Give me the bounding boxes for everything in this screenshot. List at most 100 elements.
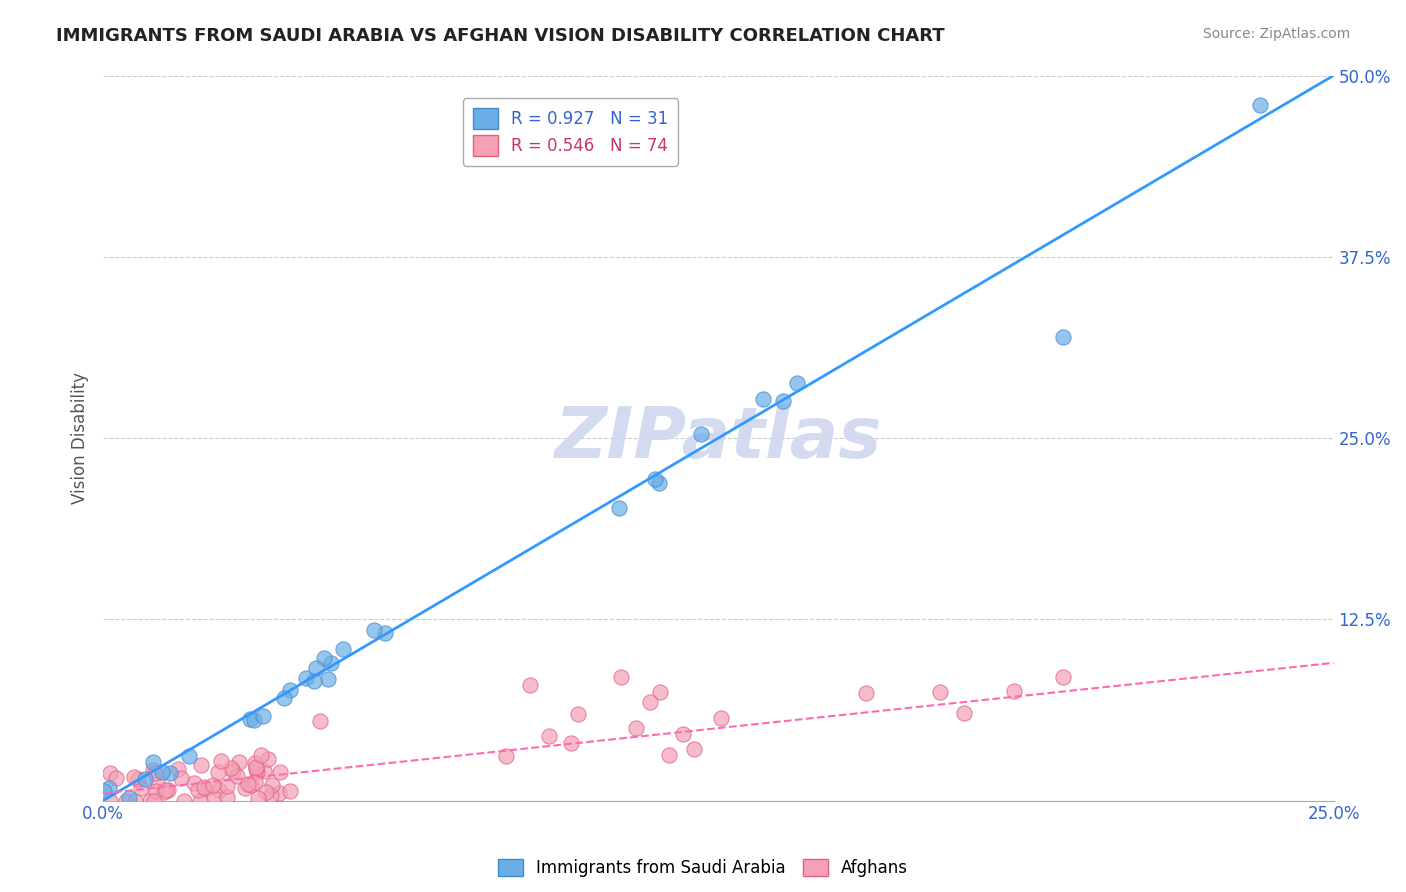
Point	[194, 782, 217, 797]
Point	[155, 783, 177, 797]
Point	[142, 794, 165, 808]
Text: Source: ZipAtlas.com: Source: ZipAtlas.com	[1202, 27, 1350, 41]
Point	[752, 392, 775, 406]
Point	[269, 765, 291, 780]
Point	[658, 747, 681, 762]
Point	[1052, 329, 1074, 343]
Point	[363, 623, 385, 637]
Point	[786, 376, 808, 390]
Point	[98, 781, 121, 796]
Point	[682, 742, 704, 756]
Point	[236, 777, 259, 791]
Point	[928, 685, 950, 699]
Point	[1002, 683, 1025, 698]
Point	[953, 706, 976, 720]
Text: ZIPatlas: ZIPatlas	[554, 403, 882, 473]
Point	[302, 674, 325, 689]
Point	[156, 782, 179, 797]
Point	[332, 641, 354, 656]
Point	[124, 794, 146, 808]
Point	[127, 772, 149, 786]
Point	[129, 781, 152, 796]
Point	[219, 761, 242, 775]
Point	[316, 673, 339, 687]
Point	[374, 626, 396, 640]
Point	[560, 736, 582, 750]
Point	[245, 762, 267, 776]
Point	[648, 685, 671, 699]
Point	[278, 783, 301, 797]
Point	[1249, 97, 1271, 112]
Point	[98, 794, 121, 808]
Point	[278, 682, 301, 697]
Point	[143, 765, 166, 780]
Point	[314, 651, 336, 665]
Point	[644, 472, 666, 486]
Point	[215, 779, 238, 793]
Point	[246, 765, 269, 780]
Point	[142, 763, 165, 777]
Point	[115, 794, 138, 808]
Point	[245, 760, 267, 774]
Point	[217, 789, 239, 804]
Point	[243, 713, 266, 727]
Point	[240, 778, 263, 792]
Legend: Immigrants from Saudi Arabia, Afghans: Immigrants from Saudi Arabia, Afghans	[491, 852, 915, 884]
Point	[153, 785, 176, 799]
Point	[624, 722, 647, 736]
Point	[294, 671, 316, 685]
Point	[145, 784, 167, 798]
Point	[519, 677, 541, 691]
Point	[105, 771, 128, 785]
Point	[257, 752, 280, 766]
Y-axis label: Vision Disability: Vision Disability	[72, 372, 89, 504]
Point	[233, 781, 256, 796]
Point	[188, 794, 211, 808]
Point	[253, 764, 276, 778]
Point	[252, 709, 274, 723]
Point	[710, 711, 733, 725]
Point	[772, 394, 794, 409]
Point	[319, 657, 342, 671]
Point	[259, 789, 281, 803]
Point	[118, 791, 141, 805]
Text: IMMIGRANTS FROM SAUDI ARABIA VS AFGHAN VISION DISABILITY CORRELATION CHART: IMMIGRANTS FROM SAUDI ARABIA VS AFGHAN V…	[56, 27, 945, 45]
Point	[672, 727, 695, 741]
Point	[648, 475, 671, 490]
Point	[309, 714, 332, 728]
Point	[495, 748, 517, 763]
Point	[122, 770, 145, 784]
Point	[179, 748, 201, 763]
Point	[243, 756, 266, 770]
Point	[250, 747, 273, 762]
Point	[225, 769, 247, 783]
Point	[98, 766, 121, 780]
Point	[159, 766, 181, 780]
Point	[202, 791, 225, 805]
Point	[607, 501, 630, 516]
Point	[150, 764, 173, 779]
Point	[305, 660, 328, 674]
Point	[193, 780, 215, 795]
Point	[690, 426, 713, 441]
Point	[537, 729, 560, 743]
Point	[142, 755, 165, 769]
Point	[260, 778, 283, 792]
Point	[209, 754, 232, 768]
Point	[183, 776, 205, 790]
Point	[221, 764, 243, 778]
Point	[273, 691, 295, 706]
Point	[190, 757, 212, 772]
Point	[246, 791, 269, 805]
Point	[254, 785, 277, 799]
Point	[567, 706, 589, 721]
Point	[201, 778, 224, 792]
Point	[609, 670, 631, 684]
Point	[855, 686, 877, 700]
Point	[243, 775, 266, 789]
Point	[187, 782, 209, 797]
Point	[93, 783, 115, 797]
Point	[267, 786, 290, 800]
Point	[1052, 669, 1074, 683]
Point	[166, 762, 188, 776]
